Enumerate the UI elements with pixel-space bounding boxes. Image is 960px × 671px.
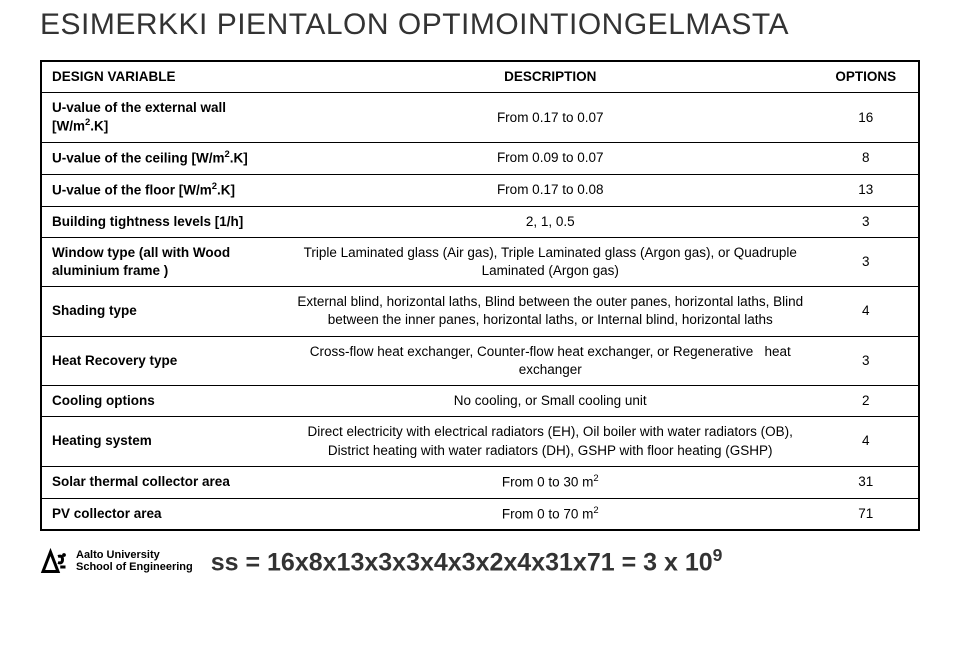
cell-description: From 0 to 70 m2: [287, 498, 814, 530]
table-row: U-value of the ceiling [W/m2.K]From 0.09…: [41, 143, 919, 175]
logo-line2: School of Engineering: [76, 561, 193, 573]
cell-description: Direct electricity with electrical radia…: [287, 417, 814, 466]
cell-options: 71: [814, 498, 919, 530]
cell-options: 3: [814, 206, 919, 237]
aalto-logo-mark: [40, 546, 70, 576]
table-row: Solar thermal collector areaFrom 0 to 30…: [41, 466, 919, 498]
cell-options: 3: [814, 237, 919, 286]
cell-description: 2, 1, 0.5: [287, 206, 814, 237]
cell-variable: PV collector area: [41, 498, 287, 530]
table-row: Building tightness levels [1/h]2, 1, 0.5…: [41, 206, 919, 237]
table-row: PV collector areaFrom 0 to 70 m271: [41, 498, 919, 530]
table-row: Heating systemDirect electricity with el…: [41, 417, 919, 466]
cell-variable: Solar thermal collector area: [41, 466, 287, 498]
cell-variable: Building tightness levels [1/h]: [41, 206, 287, 237]
logo-line1: Aalto University: [76, 549, 193, 561]
cell-description: Cross-flow heat exchanger, Counter-flow …: [287, 336, 814, 385]
design-variables-table: DESIGN VARIABLE DESCRIPTION OPTIONS U-va…: [40, 60, 920, 531]
header-design-variable: DESIGN VARIABLE: [41, 61, 287, 93]
cell-options: 31: [814, 466, 919, 498]
table-row: Window type (all with Wood aluminium fra…: [41, 237, 919, 286]
cell-description: From 0.17 to 0.08: [287, 174, 814, 206]
cell-description: Triple Laminated glass (Air gas), Triple…: [287, 237, 814, 286]
cell-description: From 0.17 to 0.07: [287, 93, 814, 143]
cell-description: No cooling, or Small cooling unit: [287, 386, 814, 417]
cell-options: 13: [814, 174, 919, 206]
table-row: U-value of the external wall [W/m2.K]Fro…: [41, 93, 919, 143]
cell-options: 2: [814, 386, 919, 417]
table-header-row: DESIGN VARIABLE DESCRIPTION OPTIONS: [41, 61, 919, 93]
cell-variable: U-value of the external wall [W/m2.K]: [41, 93, 287, 143]
cell-variable: Window type (all with Wood aluminium fra…: [41, 237, 287, 286]
equation: ss = 16x8x13x3x3x4x3x2x4x31x71 = 3 x 109: [211, 545, 723, 577]
cell-variable: Heating system: [41, 417, 287, 466]
cell-options: 8: [814, 143, 919, 175]
table-row: Heat Recovery typeCross-flow heat exchan…: [41, 336, 919, 385]
cell-options: 4: [814, 417, 919, 466]
cell-options: 4: [814, 287, 919, 336]
cell-variable: Heat Recovery type: [41, 336, 287, 385]
cell-variable: Shading type: [41, 287, 287, 336]
aalto-logo: Aalto University School of Engineering: [40, 546, 193, 576]
cell-variable: U-value of the ceiling [W/m2.K]: [41, 143, 287, 175]
cell-variable: Cooling options: [41, 386, 287, 417]
header-options: OPTIONS: [814, 61, 919, 93]
cell-options: 3: [814, 336, 919, 385]
cell-description: External blind, horizontal laths, Blind …: [287, 287, 814, 336]
table-row: Shading typeExternal blind, horizontal l…: [41, 287, 919, 336]
header-description: DESCRIPTION: [287, 61, 814, 93]
cell-variable: U-value of the floor [W/m2.K]: [41, 174, 287, 206]
cell-description: From 0.09 to 0.07: [287, 143, 814, 175]
table-row: Cooling optionsNo cooling, or Small cool…: [41, 386, 919, 417]
table-row: U-value of the floor [W/m2.K]From 0.17 t…: [41, 174, 919, 206]
page-title: ESIMERKKI PIENTALON OPTIMOINTIONGELMASTA: [40, 8, 920, 42]
cell-description: From 0 to 30 m2: [287, 466, 814, 498]
cell-options: 16: [814, 93, 919, 143]
